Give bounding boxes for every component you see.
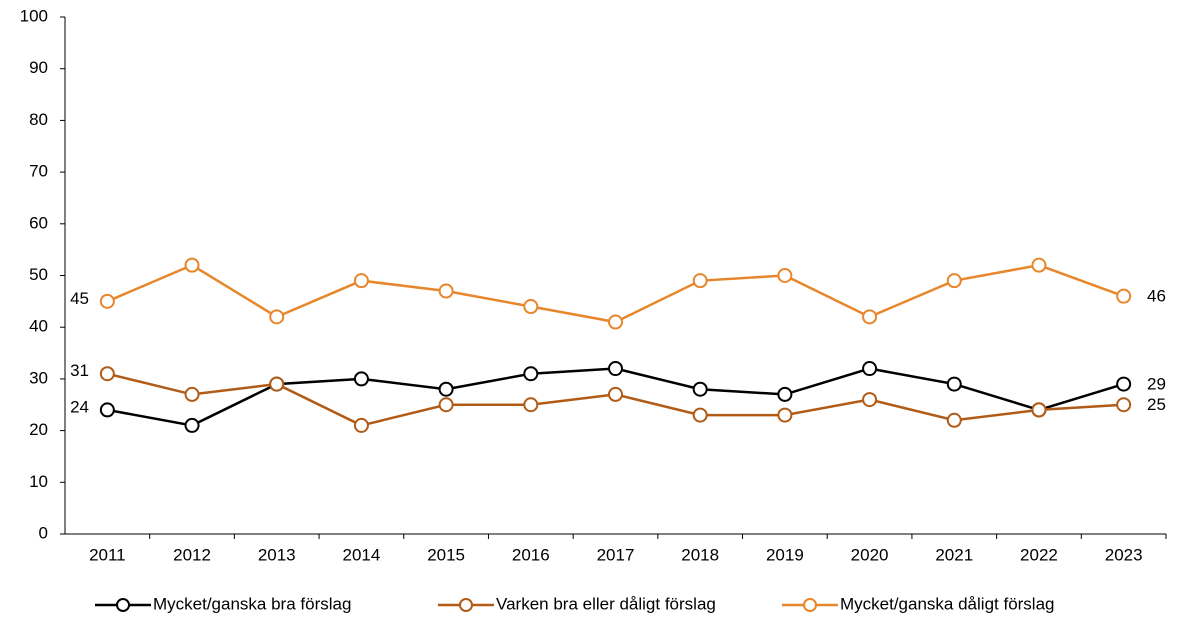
data-point (862, 361, 878, 377)
data-point (862, 309, 878, 325)
data-point (608, 386, 623, 402)
data-point (1116, 288, 1132, 304)
data-point (99, 366, 115, 382)
data-label: 29 (1147, 375, 1166, 394)
y-tick-label: 10 (29, 472, 48, 491)
x-tick-label: 2015 (427, 545, 465, 564)
y-tick-label: 60 (29, 213, 48, 232)
x-tick-label: 2017 (597, 545, 635, 564)
legend-marker (116, 598, 130, 612)
x-tick-label: 2013 (258, 545, 296, 564)
data-point (777, 386, 793, 402)
data-point (99, 402, 115, 418)
y-tick-label: 90 (29, 58, 48, 77)
data-label: 46 (1147, 287, 1166, 306)
x-tick-label: 2016 (512, 545, 550, 564)
legend-marker (459, 598, 473, 612)
y-tick-label: 80 (29, 110, 48, 129)
data-point (1116, 376, 1132, 392)
y-tick-label: 40 (29, 317, 48, 336)
data-point (438, 397, 454, 413)
data-point (523, 397, 539, 413)
y-tick-label: 0 (39, 523, 48, 542)
data-point (438, 381, 454, 397)
data-point (99, 293, 115, 309)
data-label: 31 (70, 361, 89, 380)
data-label: 25 (1147, 395, 1166, 414)
x-tick-label: 2012 (173, 545, 211, 564)
data-point (946, 273, 962, 289)
x-tick-label: 2021 (935, 545, 973, 564)
data-point (523, 299, 539, 315)
y-tick-label: 20 (29, 420, 48, 439)
x-tick-label: 2020 (851, 545, 889, 564)
legend-label: Mycket/ganska dåligt förslag (840, 594, 1055, 613)
y-tick-label: 50 (29, 265, 48, 284)
data-point (1116, 397, 1132, 413)
data-point (608, 361, 623, 377)
data-point (692, 273, 708, 289)
legend-marker (803, 598, 817, 612)
x-tick-label: 2019 (766, 545, 804, 564)
data-point (1031, 257, 1047, 273)
data-label: 45 (70, 289, 89, 308)
data-point (946, 376, 962, 392)
x-tick-label: 2014 (343, 545, 381, 564)
data-point (523, 366, 539, 382)
data-point (777, 407, 793, 423)
legend-label: Varken bra eller dåligt förslag (496, 594, 716, 613)
series-line (106, 263, 1125, 324)
data-label: 24 (70, 397, 89, 416)
data-point (269, 376, 285, 392)
data-point (184, 386, 200, 402)
data-point (692, 407, 708, 423)
x-tick-label: 2011 (89, 545, 126, 564)
legend-label: Mycket/ganska bra förslag (153, 594, 351, 613)
y-tick-label: 30 (29, 368, 48, 387)
data-point (777, 268, 793, 283)
data-point (692, 381, 708, 397)
data-point (184, 257, 200, 273)
x-tick-label: 2023 (1105, 545, 1143, 564)
data-point (1031, 402, 1047, 418)
data-point (184, 417, 200, 433)
data-point (353, 273, 369, 289)
y-tick-label: 100 (20, 6, 48, 25)
x-tick-label: 2018 (681, 545, 719, 564)
data-point (946, 412, 962, 428)
data-point (438, 283, 454, 299)
data-point (269, 309, 285, 325)
x-tick-label: 2022 (1020, 545, 1058, 564)
y-tick-label: 70 (29, 162, 48, 181)
data-point (608, 314, 623, 330)
data-point (862, 392, 878, 408)
data-point (353, 371, 369, 387)
data-point (353, 417, 369, 433)
